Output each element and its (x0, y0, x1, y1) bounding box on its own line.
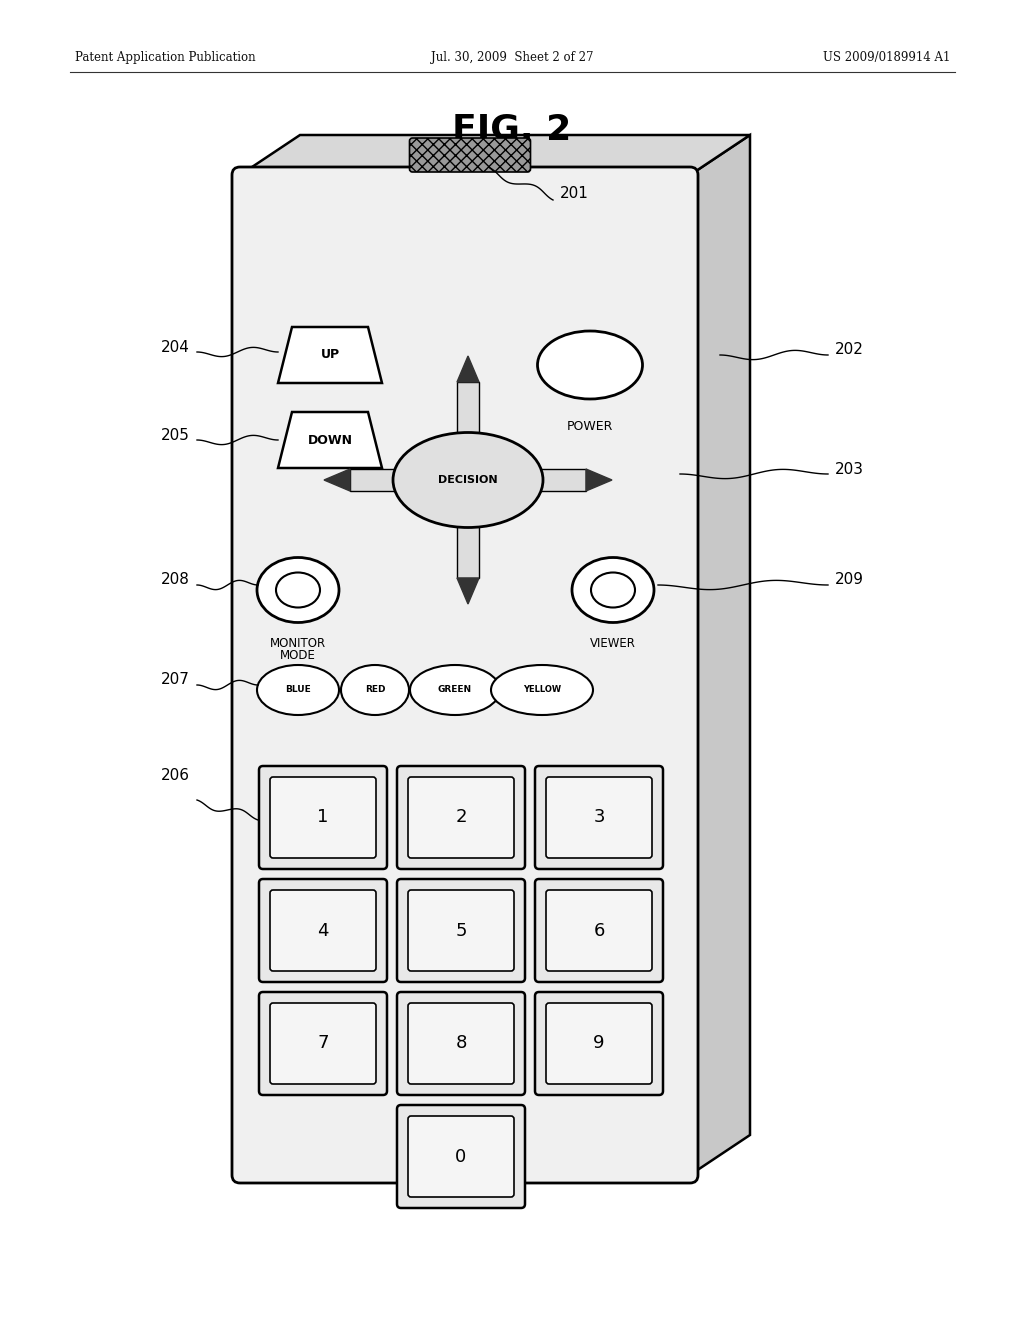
FancyBboxPatch shape (408, 777, 514, 858)
Ellipse shape (591, 573, 635, 607)
Polygon shape (324, 469, 350, 491)
Text: 1: 1 (317, 808, 329, 826)
Text: 8: 8 (456, 1035, 467, 1052)
Text: POWER: POWER (567, 420, 613, 433)
FancyBboxPatch shape (397, 1105, 525, 1208)
FancyBboxPatch shape (270, 1003, 376, 1084)
Text: 201: 201 (560, 186, 589, 201)
FancyBboxPatch shape (259, 766, 387, 869)
Ellipse shape (410, 665, 500, 715)
FancyBboxPatch shape (259, 993, 387, 1096)
FancyBboxPatch shape (259, 879, 387, 982)
Text: DECISION: DECISION (438, 475, 498, 484)
Polygon shape (278, 412, 382, 469)
Polygon shape (586, 469, 612, 491)
FancyBboxPatch shape (397, 879, 525, 982)
Ellipse shape (572, 557, 654, 623)
Text: VIEWER: VIEWER (590, 638, 636, 649)
Polygon shape (457, 578, 479, 605)
FancyBboxPatch shape (546, 1003, 652, 1084)
Text: 202: 202 (835, 342, 864, 358)
Text: 3: 3 (593, 808, 605, 826)
Text: US 2009/0189914 A1: US 2009/0189914 A1 (822, 51, 950, 65)
FancyBboxPatch shape (408, 1115, 514, 1197)
Text: YELLOW: YELLOW (523, 685, 561, 694)
Text: UP: UP (321, 348, 340, 362)
Text: 2: 2 (456, 808, 467, 826)
Ellipse shape (257, 665, 339, 715)
Text: 7: 7 (317, 1035, 329, 1052)
FancyBboxPatch shape (535, 993, 663, 1096)
Text: 209: 209 (835, 573, 864, 587)
Polygon shape (690, 135, 750, 1175)
Text: 205: 205 (161, 428, 190, 442)
Bar (528, 469, 586, 491)
Text: DOWN: DOWN (307, 433, 352, 446)
Text: BLUE: BLUE (285, 685, 311, 694)
Text: 204: 204 (161, 341, 190, 355)
Ellipse shape (276, 573, 319, 607)
Bar (350, 469, 408, 491)
FancyBboxPatch shape (408, 1003, 514, 1084)
FancyBboxPatch shape (232, 168, 698, 1183)
Text: 207: 207 (161, 672, 190, 688)
Text: 6: 6 (593, 921, 605, 940)
Ellipse shape (257, 557, 339, 623)
Polygon shape (240, 135, 750, 176)
FancyBboxPatch shape (410, 139, 530, 172)
FancyBboxPatch shape (535, 879, 663, 982)
FancyBboxPatch shape (397, 993, 525, 1096)
Text: 4: 4 (317, 921, 329, 940)
FancyBboxPatch shape (270, 777, 376, 858)
Text: 5: 5 (456, 921, 467, 940)
Text: 208: 208 (161, 573, 190, 587)
FancyBboxPatch shape (535, 766, 663, 869)
Text: Patent Application Publication: Patent Application Publication (75, 51, 256, 65)
FancyBboxPatch shape (546, 890, 652, 972)
Text: 0: 0 (456, 1147, 467, 1166)
FancyBboxPatch shape (408, 890, 514, 972)
Bar (457, 381, 479, 440)
Text: GREEN: GREEN (438, 685, 472, 694)
Text: 206: 206 (161, 767, 190, 783)
Polygon shape (457, 356, 479, 381)
Text: 203: 203 (835, 462, 864, 478)
Text: Jul. 30, 2009  Sheet 2 of 27: Jul. 30, 2009 Sheet 2 of 27 (431, 51, 593, 65)
Text: FIG. 2: FIG. 2 (453, 114, 571, 147)
FancyBboxPatch shape (546, 777, 652, 858)
FancyBboxPatch shape (270, 890, 376, 972)
Ellipse shape (341, 665, 409, 715)
Bar (457, 520, 479, 578)
Text: RED: RED (365, 685, 385, 694)
Text: 9: 9 (593, 1035, 605, 1052)
Text: MONITOR: MONITOR (270, 638, 326, 649)
FancyBboxPatch shape (397, 766, 525, 869)
Text: MODE: MODE (280, 649, 316, 663)
Ellipse shape (490, 665, 593, 715)
Polygon shape (278, 327, 382, 383)
Ellipse shape (393, 433, 543, 528)
Ellipse shape (538, 331, 642, 399)
